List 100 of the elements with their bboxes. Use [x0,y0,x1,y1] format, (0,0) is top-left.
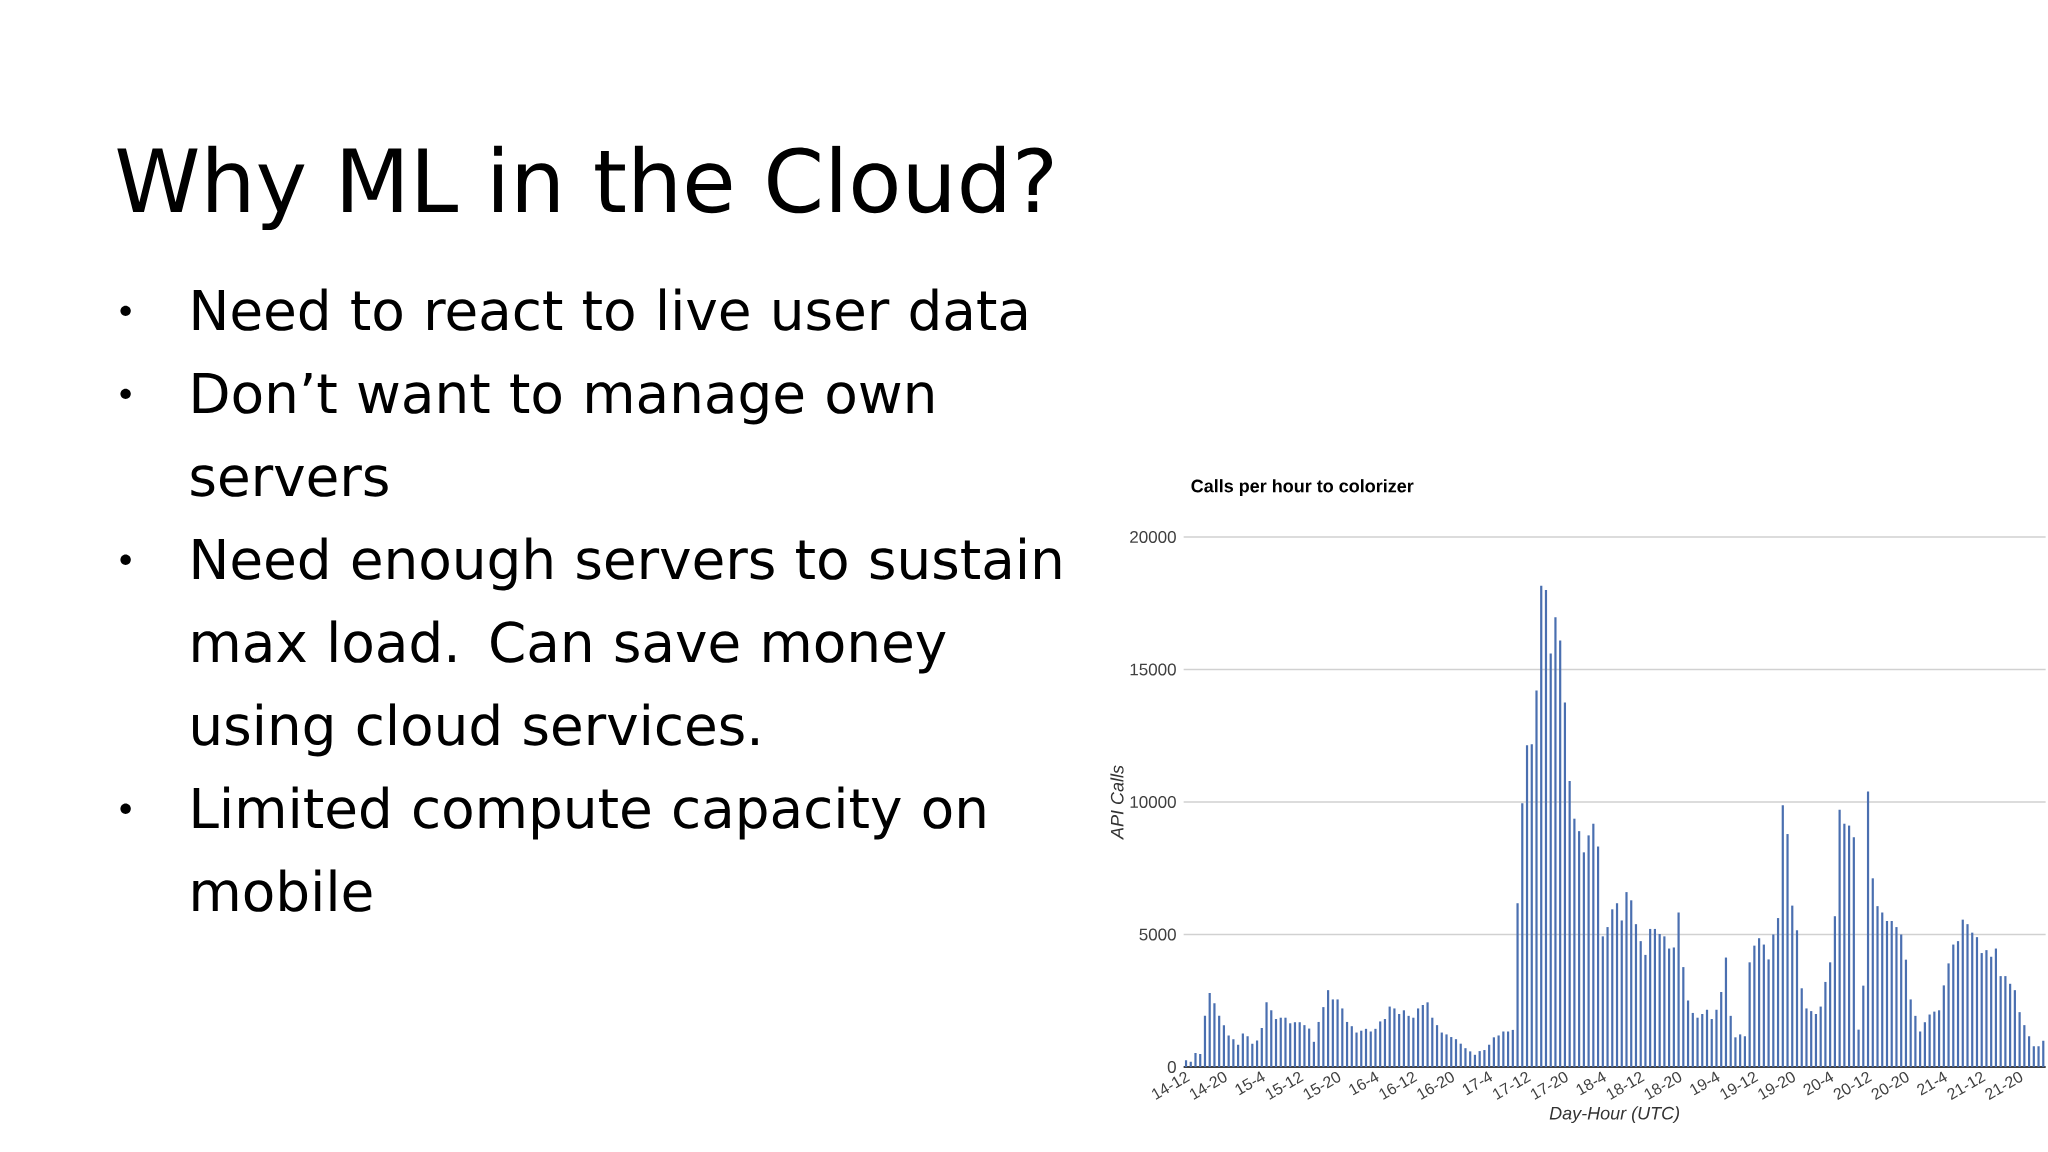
y-axis-title: API Calls [1110,765,1124,840]
bar [1601,936,1604,1067]
bar [1549,653,1552,1067]
bar [1658,933,1661,1067]
y-tick-label: 0 [1167,1060,1176,1074]
bar [1971,932,1974,1067]
bar [1625,892,1628,1067]
bar [1653,928,1657,1067]
bar [1459,1043,1462,1067]
x-tick-label: 17-4 [1462,1071,1493,1096]
text: Limited compute capacity on mobile [193,786,985,912]
bar [1644,954,1647,1067]
bar [1350,1026,1353,1067]
bar [1426,1002,1429,1067]
bar [1767,959,1770,1067]
bar [1450,1037,1453,1067]
bar [1710,1019,1713,1067]
bar [1615,903,1619,1067]
bar [1985,950,1988,1067]
bar [1701,1014,1704,1067]
bar [1952,944,1955,1067]
bar [1274,1019,1278,1067]
bar [1416,1008,1420,1067]
bar [1464,1048,1467,1067]
bar [1857,1029,1860,1067]
bar [1890,920,1893,1067]
bar [1265,1002,1268,1067]
bar [1194,1052,1197,1067]
bar [1942,985,1945,1067]
bar [1260,1028,1263,1067]
bar [1696,1017,1699,1067]
chart-title: Calls per hour to colorizer [1191,479,1414,496]
bar [1535,690,1538,1067]
bar [1303,1025,1306,1067]
bar [1383,1019,1387,1067]
bar [1237,1044,1240,1067]
bar [1511,1029,1514,1067]
bar [1904,959,1908,1067]
bar [1885,920,1889,1067]
bar [1791,905,1794,1067]
bar [1819,1006,1822,1067]
bar [1502,1031,1505,1067]
bar [1933,1011,1936,1067]
bar [1289,1023,1292,1067]
bar [1956,941,1960,1067]
bar [1544,590,1548,1067]
bar [1407,1015,1410,1067]
bar [1563,702,1567,1067]
bar [1734,1037,1737,1067]
bar [1729,1015,1732,1067]
bar [1795,930,1799,1067]
text: Need to react to live user data [193,288,1027,331]
bar [1246,1036,1249,1067]
bar [1222,1025,1226,1067]
bar [1298,1022,1301,1067]
bar [1786,834,1789,1067]
text: Don’t want to manage own servers [191,373,933,497]
bar [1800,988,1803,1067]
bar [1739,1034,1742,1067]
bar [1345,1021,1349,1067]
bar [1227,1035,1230,1067]
bar [1279,1017,1282,1067]
bar [2009,983,2012,1067]
bar [1317,1021,1320,1067]
bar [1213,1003,1216,1067]
bar [1862,985,1865,1067]
bar [1980,953,1983,1067]
bar [2004,976,2007,1067]
bar [2042,1040,2045,1067]
bar [1218,1015,1221,1067]
x-tick-label: 21-4 [1917,1071,1947,1096]
bar [1431,1017,1434,1067]
bar [1663,936,1666,1067]
bar [1914,1015,1917,1067]
bar [1620,920,1623,1067]
bar [2023,1025,2026,1067]
bar [1748,962,1751,1067]
bar [1308,1028,1311,1067]
bar [1478,1051,1481,1067]
bar [1990,956,1993,1067]
bar [1947,963,1950,1067]
bar [1402,1010,1405,1067]
bar [1900,934,1903,1067]
bar [1852,837,1855,1067]
bar [1379,1021,1382,1067]
bar [1327,990,1330,1067]
bar [1488,1044,1491,1067]
bar [1829,962,1832,1067]
bar [1639,941,1642,1067]
bar [2018,1012,2021,1067]
bar [1421,1004,1424,1067]
bar [1833,916,1836,1067]
bar [1497,1035,1500,1067]
bar [1573,818,1576,1067]
bar [1232,1039,1235,1067]
bar [1909,999,1912,1067]
bar [1824,981,1827,1067]
bar [1331,999,1334,1067]
bar [1686,1000,1690,1067]
bar [1606,927,1609,1067]
